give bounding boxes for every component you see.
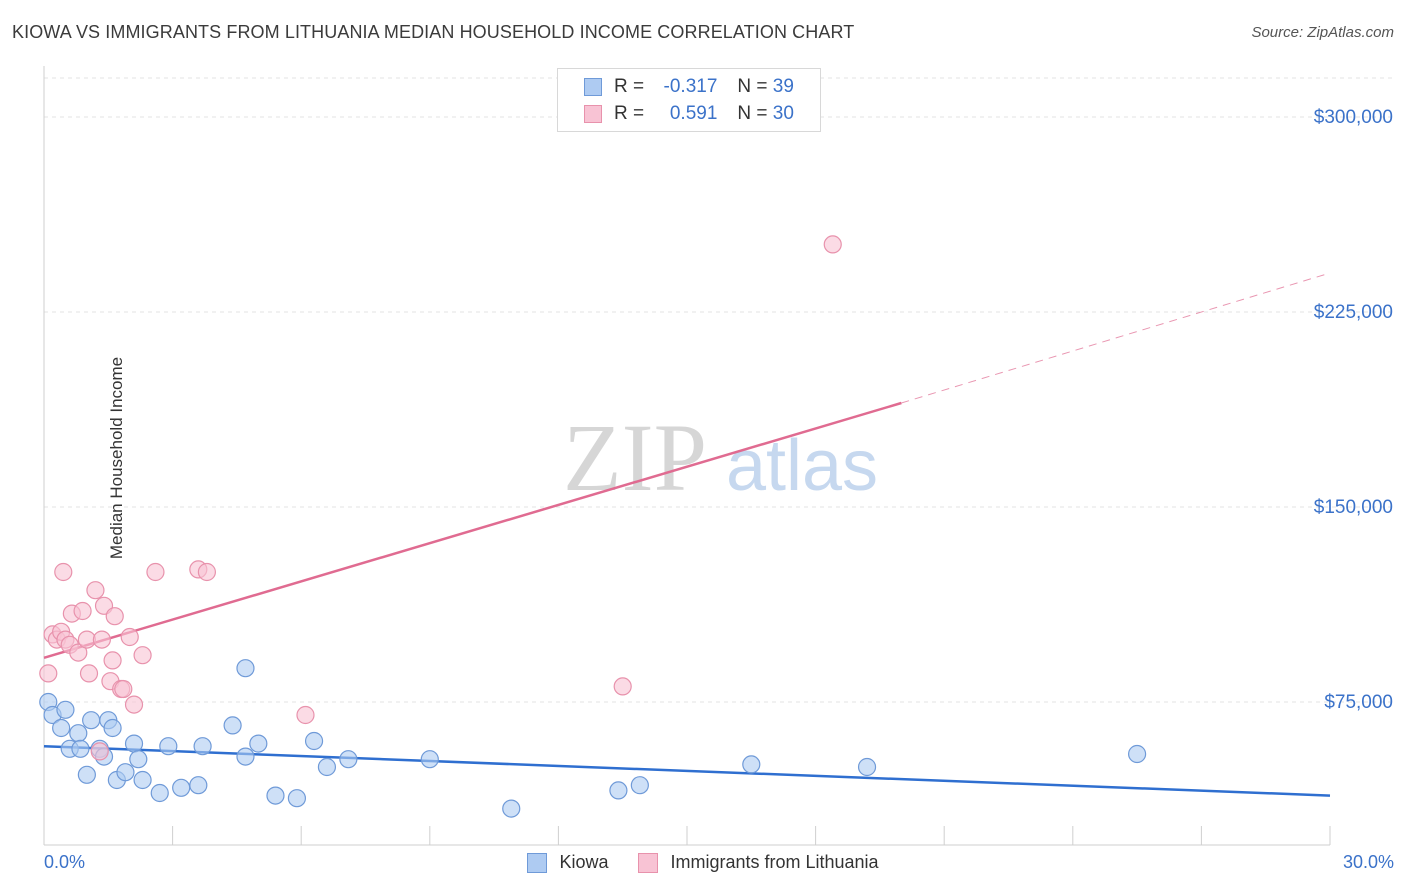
x-tick-label-min: 0.0% [44,852,86,872]
kiowa-point [339,750,358,769]
kiowa-point [193,737,212,756]
y-tick-label: $300,000 [1314,107,1393,128]
legend-swatch-kiowa [584,78,602,96]
lithuania-point [124,695,144,714]
lithuania-point [133,646,152,665]
kiowa-point [630,776,649,795]
legend-row-lithuania: R = 0.591 N = 30 [584,102,794,126]
bottom-legend: Kiowa Immigrants from Lithuania [0,852,1406,873]
kiowa-point [150,783,169,803]
chart-title: KIOWA VS IMMIGRANTS FROM LITHUANIA MEDIA… [12,22,855,42]
kiowa-point [742,755,761,774]
lithuania-point [79,664,99,683]
source-label: Source: ZipAtlas.com [1251,24,1394,41]
bottom-legend-label: Immigrants from Lithuania [670,852,879,872]
kiowa-point [236,659,255,678]
lithuania-point [105,607,124,626]
lithuania-point [39,664,58,683]
kiowa-point [129,750,148,769]
watermark-atlas: atlas [726,426,878,506]
lithuania-point [90,742,109,761]
watermark: ZIP atlas [563,404,878,511]
grid-lines [44,77,1394,703]
legend-n-label: N = [737,103,768,124]
legend-r-label: R = [614,76,645,97]
y-tick-labels: $75,000 $150,000 $225,000 $300,000 [1314,107,1393,713]
kiowa-trend-line [43,744,1331,797]
kiowa-point [133,770,152,790]
lithuania-point [103,651,122,670]
kiowa-point [172,778,191,797]
lithuania-point [613,677,632,696]
kiowa-point [236,747,255,766]
lithuania-point [296,705,315,725]
kiowa-point [69,724,88,743]
lithuania-point [69,643,88,662]
y-tick-label: $225,000 [1314,302,1393,323]
kiowa-point [103,718,122,738]
kiowa-point [159,737,178,756]
kiowa-point [77,765,96,784]
bottom-legend-swatch-kiowa [527,852,548,873]
legend-swatch-lithuania [584,105,602,123]
lithuania-point [92,630,111,649]
legend-n-value: 39 [772,76,794,97]
kiowa-point [304,731,324,751]
kiowa-point [189,776,208,795]
legend-r-value: 0.591 [669,103,718,124]
trend-lines [43,272,1331,797]
data-points [39,235,1147,818]
lithuania-point [197,562,216,582]
kiowa-point [1127,744,1147,764]
bottom-legend-lithuania: Immigrants from Lithuania [638,852,879,873]
kiowa-point [223,716,242,735]
bottom-legend-label: Kiowa [559,852,609,872]
kiowa-point [82,711,101,730]
x-tick-label-max: 30.0% [1342,852,1394,872]
legend-n-label: N = [737,76,768,97]
legend-r-value: -0.317 [663,76,718,97]
lithuania-point [120,627,139,647]
kiowa-point [266,786,285,805]
kiowa-point [56,700,75,719]
lithuania-point [146,562,165,582]
kiowa-point [609,781,628,800]
lithuania-trend-line [43,401,902,659]
lithuania-point [86,581,105,600]
y-tick-label: $150,000 [1314,497,1393,518]
legend-r-label: R = [614,103,645,124]
kiowa-point [287,789,307,808]
kiowa-point [124,734,144,753]
legend-n-value: 30 [772,103,794,124]
kiowa-point [71,739,90,758]
lithuania-point [823,235,842,254]
lithuania-trend-extension [901,272,1331,404]
kiowa-point [116,763,135,782]
y-tick-label: $75,000 [1324,692,1393,713]
watermark-zip: ZIP [563,404,707,511]
kiowa-point [249,734,268,753]
bottom-legend-swatch-lithuania [638,852,659,873]
kiowa-point [420,750,439,769]
kiowa-point [52,718,71,738]
legend-row-kiowa: R = -0.317 N = 39 [584,75,794,99]
lithuania-point [54,562,73,582]
lithuania-point [73,601,92,621]
kiowa-point [502,799,521,818]
kiowa-point [857,757,877,777]
bottom-legend-kiowa: Kiowa [527,852,608,873]
kiowa-point [317,757,337,777]
y-axis-label: Median Household Income [107,356,127,560]
legend: R = -0.317 N = 39 R = 0.591 N = 30 [557,68,821,132]
lithuania-point [114,679,133,699]
